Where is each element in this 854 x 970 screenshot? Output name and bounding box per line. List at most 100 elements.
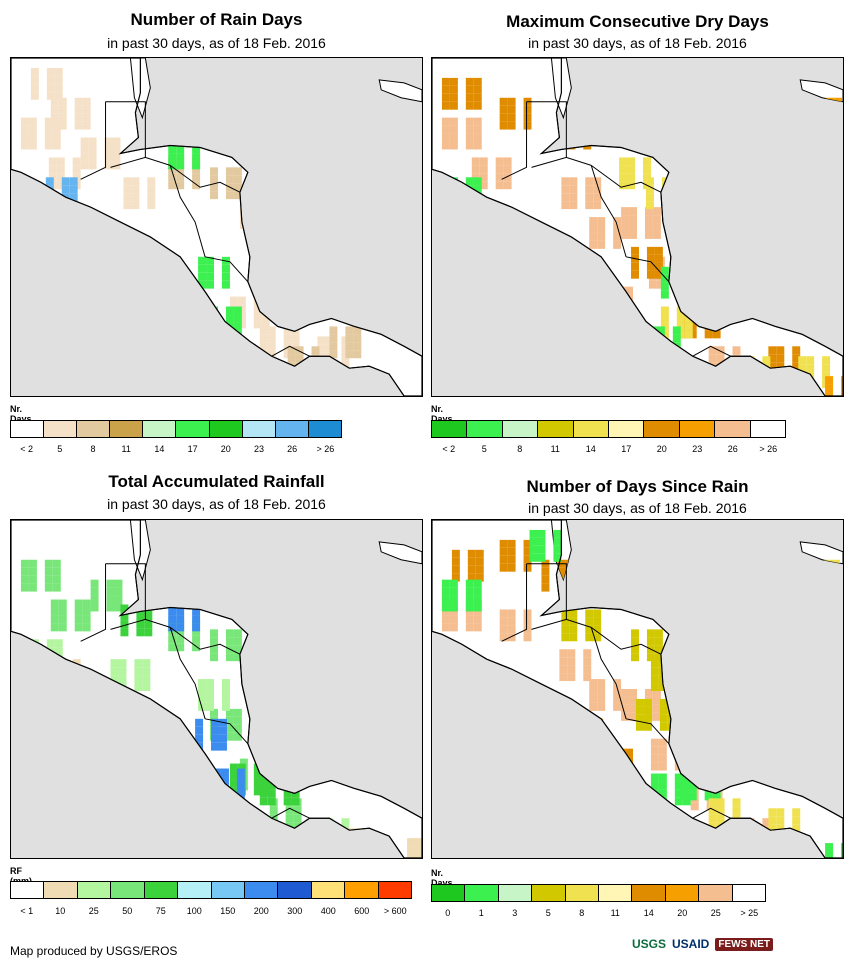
legend-label: 50 bbox=[122, 906, 133, 916]
country-border bbox=[271, 807, 310, 819]
island bbox=[378, 541, 422, 565]
legend-label: 25 bbox=[710, 908, 721, 918]
panel-title: Number of Days Since Rain bbox=[526, 477, 749, 496]
country-border bbox=[80, 101, 107, 180]
land-mass bbox=[432, 520, 843, 858]
legend-swatch bbox=[345, 882, 379, 898]
map-svg bbox=[11, 58, 422, 396]
legend-swatch bbox=[632, 885, 666, 901]
country-border bbox=[204, 718, 249, 745]
country-border bbox=[271, 345, 310, 357]
legend-labels: < 1 10 25 50 75 100 150 200 300 400 600 > 600 bbox=[10, 906, 412, 920]
legend-swatch bbox=[11, 421, 45, 437]
legend-label: 20 bbox=[656, 444, 667, 454]
legend-swatch bbox=[111, 882, 145, 898]
country-border bbox=[110, 156, 171, 168]
legend-label: 20 bbox=[220, 444, 231, 454]
island bbox=[799, 79, 843, 103]
legend-label: 600 bbox=[354, 906, 370, 916]
legend-swatch bbox=[465, 885, 499, 901]
legend-swatch bbox=[176, 421, 210, 437]
legend-swatch bbox=[538, 421, 574, 437]
legend-swatch bbox=[110, 421, 144, 437]
legend-label: 23 bbox=[692, 444, 703, 454]
legend-label: > 26 bbox=[316, 444, 335, 454]
land-mass bbox=[432, 58, 843, 396]
country-border bbox=[526, 101, 567, 158]
legend-swatch bbox=[275, 421, 309, 437]
legend-label: 26 bbox=[287, 444, 298, 454]
legend-label: 100 bbox=[186, 906, 202, 916]
legend-swatch bbox=[699, 885, 733, 901]
legend-swatch bbox=[715, 421, 751, 437]
legend-swatch bbox=[178, 882, 212, 898]
legend-swatch bbox=[532, 885, 566, 901]
map-credit: Map produced by USGS/EROS bbox=[10, 944, 178, 958]
coastline bbox=[432, 58, 843, 396]
panel-title: Total Accumulated Rainfall bbox=[108, 472, 325, 491]
legend-label: 11 bbox=[610, 908, 620, 918]
panel-subtitle: in past 30 days, as of 18 Feb. 2016 bbox=[107, 35, 326, 51]
legend-swatch bbox=[11, 882, 45, 898]
country-border bbox=[105, 563, 146, 620]
legend-swatch bbox=[432, 421, 468, 437]
map-rain-days bbox=[10, 57, 423, 397]
usaid-logo: USAID bbox=[672, 937, 710, 951]
legend-label: 75 bbox=[155, 906, 166, 916]
legend-label: > 600 bbox=[383, 906, 407, 916]
legend-label: 8 bbox=[517, 444, 523, 454]
legend-label: < 2 bbox=[20, 444, 33, 454]
land-mass bbox=[11, 520, 422, 858]
legend-label: 14 bbox=[154, 444, 165, 454]
legend-color-bar bbox=[10, 881, 412, 899]
legend-label: 300 bbox=[287, 906, 303, 916]
legend-labels: < 2 5 8 11 14 17 20 23 26 > 26 bbox=[10, 444, 342, 458]
coastline bbox=[11, 520, 422, 858]
map-dry-days bbox=[431, 57, 844, 397]
legend-label: 1 bbox=[478, 908, 484, 918]
legend-swatch bbox=[211, 882, 245, 898]
legend-label: 26 bbox=[727, 444, 738, 454]
country-border bbox=[526, 563, 567, 620]
legend-title: Nr. Days bbox=[431, 404, 453, 424]
legend-swatch bbox=[732, 885, 766, 901]
country-border bbox=[590, 164, 662, 193]
country-border bbox=[590, 165, 627, 257]
panel-title: Number of Rain Days bbox=[130, 10, 303, 29]
legend-label: 0 bbox=[445, 908, 451, 918]
island bbox=[799, 541, 843, 565]
legend-swatch bbox=[609, 421, 645, 437]
country-border bbox=[590, 626, 662, 655]
legend-label: 400 bbox=[320, 906, 336, 916]
legend-swatch bbox=[44, 421, 78, 437]
legend-swatch bbox=[467, 421, 503, 437]
legend-label: 23 bbox=[253, 444, 265, 454]
legend-swatch bbox=[242, 421, 276, 437]
panel-subtitle: in past 30 days, as of 18 Feb. 2016 bbox=[528, 35, 747, 51]
legend-swatch bbox=[244, 882, 279, 898]
legend-swatch bbox=[679, 421, 716, 437]
legend-label: < 1 bbox=[20, 906, 34, 916]
legend-labels: < 2 5 8 11 14 17 20 23 26 > 26 bbox=[431, 444, 786, 458]
legend-swatch bbox=[311, 882, 346, 898]
legend-swatch bbox=[750, 421, 786, 437]
legend-label: 5 bbox=[545, 908, 551, 918]
legend-label: > 26 bbox=[759, 444, 778, 454]
legend-label: 8 bbox=[90, 444, 96, 454]
map-svg bbox=[432, 520, 843, 858]
map-svg bbox=[11, 520, 422, 858]
legend-swatch bbox=[573, 421, 610, 437]
legend-swatch bbox=[599, 885, 633, 901]
legend-swatch bbox=[498, 885, 533, 901]
legend-swatch bbox=[665, 885, 700, 901]
legend-label: < 2 bbox=[442, 444, 456, 454]
country-border bbox=[169, 627, 206, 719]
legend-swatch bbox=[143, 421, 177, 437]
country-border bbox=[169, 626, 241, 655]
legend-label: 25 bbox=[88, 906, 99, 916]
legend-swatch bbox=[144, 882, 179, 898]
legend-swatch bbox=[44, 882, 78, 898]
legend-label: 200 bbox=[253, 906, 269, 916]
legend-title: Nr. Days bbox=[431, 868, 453, 888]
legend-label: 150 bbox=[220, 906, 236, 916]
